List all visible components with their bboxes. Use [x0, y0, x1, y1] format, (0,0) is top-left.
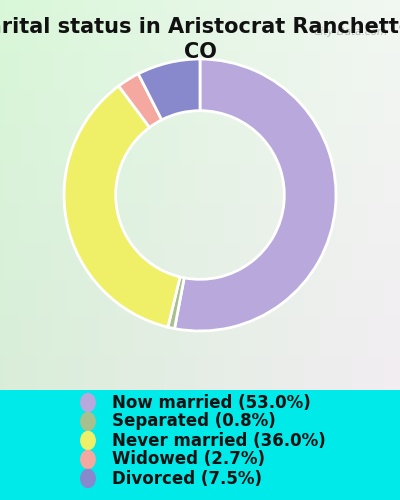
- Wedge shape: [64, 86, 180, 327]
- Wedge shape: [174, 59, 336, 331]
- Text: Divorced (7.5%): Divorced (7.5%): [112, 470, 262, 488]
- Wedge shape: [138, 59, 200, 120]
- Text: City-Data.com: City-Data.com: [314, 28, 388, 38]
- Wedge shape: [168, 277, 184, 328]
- Text: Marital status in Aristocrat Ranchettes,
CO: Marital status in Aristocrat Ranchettes,…: [0, 18, 400, 62]
- Text: Now married (53.0%): Now married (53.0%): [112, 394, 311, 411]
- Wedge shape: [119, 74, 162, 128]
- Text: Separated (0.8%): Separated (0.8%): [112, 412, 276, 430]
- Text: Widowed (2.7%): Widowed (2.7%): [112, 450, 265, 468]
- Text: Never married (36.0%): Never married (36.0%): [112, 432, 326, 450]
